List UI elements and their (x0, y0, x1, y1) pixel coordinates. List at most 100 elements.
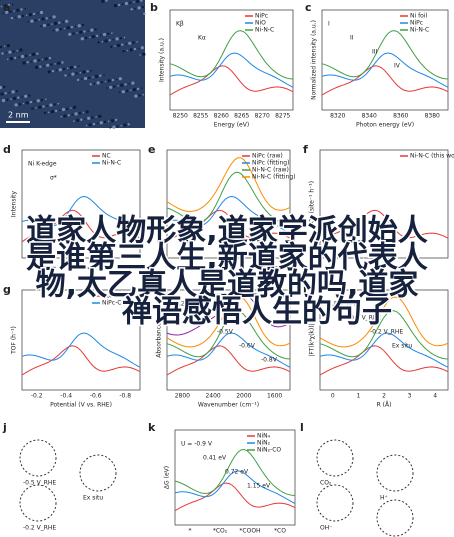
speckle (91, 35, 95, 39)
speckle (83, 30, 86, 33)
speckle (134, 94, 138, 98)
x-tick-label: * (189, 528, 192, 535)
annotation: 0.41 eV (203, 455, 227, 462)
panel-letter: c (305, 1, 312, 14)
curve (319, 345, 449, 376)
speckle (40, 25, 42, 28)
speckle (17, 96, 20, 99)
annotation: -0.8 V_RHE (326, 301, 359, 308)
speckle (50, 110, 55, 114)
speckle (103, 120, 107, 124)
speckle (140, 46, 144, 50)
speckle (1, 52, 4, 55)
speckle (36, 52, 39, 55)
speckle (103, 74, 105, 76)
speckle (16, 8, 20, 12)
speckle (102, 32, 107, 37)
panel-letter: d (3, 143, 11, 156)
speckle (10, 16, 14, 20)
speckle (107, 120, 110, 123)
speckle (100, 34, 102, 36)
speckle (132, 88, 136, 92)
curve (319, 310, 449, 360)
speckle (110, 45, 113, 48)
molecule (316, 439, 354, 477)
speckle (52, 15, 56, 19)
speckle (8, 50, 12, 54)
speckle (63, 114, 67, 118)
plot-frame (21, 289, 141, 391)
annotation: -0.6V (239, 343, 256, 350)
speckle (3, 4, 7, 8)
annotation: -0.5 V_RHE (23, 480, 56, 487)
speckle (134, 7, 137, 10)
speckle (19, 48, 23, 52)
molecule (376, 454, 414, 492)
y-axis-label: Intensity (a.u.) (159, 38, 166, 82)
speckle (57, 61, 61, 65)
speckle (10, 98, 12, 100)
x-tick-label: 2 (382, 393, 386, 400)
speckle (87, 116, 91, 120)
speckle (40, 98, 44, 102)
speckle (92, 76, 94, 78)
x-axis-label: R (Å) (377, 402, 392, 409)
speckle (117, 3, 121, 7)
speckle (37, 12, 39, 14)
scale-label: 2 nm (8, 111, 29, 120)
speckle (53, 103, 56, 106)
speckle (25, 54, 28, 57)
curve (166, 157, 291, 212)
curve (319, 296, 449, 348)
x-tick-label: 8320 (330, 113, 345, 120)
speckle (80, 118, 83, 121)
legend-label: Ni-N-C (102, 160, 121, 167)
speckle (12, 50, 15, 53)
x-tick-label: 8360 (393, 113, 408, 120)
curve (21, 332, 141, 368)
plot-frame (321, 9, 449, 111)
speckle (38, 105, 42, 109)
speckle (76, 118, 80, 122)
curve (166, 332, 291, 368)
speckle (47, 70, 51, 74)
speckle (133, 47, 137, 51)
speckle (46, 63, 50, 67)
speckle (68, 74, 70, 76)
x-tick-label: *COOH (239, 528, 260, 535)
speckle (35, 65, 39, 69)
speckle (42, 105, 45, 108)
speckle (115, 37, 119, 41)
speckle (122, 50, 126, 53)
curve (166, 310, 291, 360)
annotation: -0.4V (195, 315, 212, 322)
speckle (55, 69, 58, 72)
speckle (90, 69, 93, 72)
speckle (78, 112, 82, 115)
speckle (27, 21, 30, 23)
speckle (42, 23, 47, 28)
speckle (121, 43, 124, 46)
panel-letter: b (150, 1, 158, 14)
speckle (51, 69, 55, 73)
x-tick-label: 8260 (214, 113, 229, 120)
speckle (112, 125, 116, 129)
speckle (66, 67, 69, 70)
curve (169, 30, 294, 80)
speckle (49, 16, 52, 19)
plot-frame (319, 289, 449, 391)
speckle (31, 107, 34, 110)
legend-label: Ni-N-C (raw) (252, 167, 289, 174)
curve (166, 296, 291, 348)
speckle (133, 1, 135, 3)
speckle (55, 28, 59, 32)
curve (319, 209, 449, 243)
curve (169, 65, 294, 96)
x-tick-label: 2800 (175, 393, 190, 400)
x-tick-label: 8340 (362, 113, 377, 120)
speckle (114, 45, 116, 47)
speckle (13, 10, 15, 12)
annotation: U = -0.9 V (181, 441, 213, 448)
speckle (128, 41, 132, 45)
speckle (76, 78, 80, 82)
